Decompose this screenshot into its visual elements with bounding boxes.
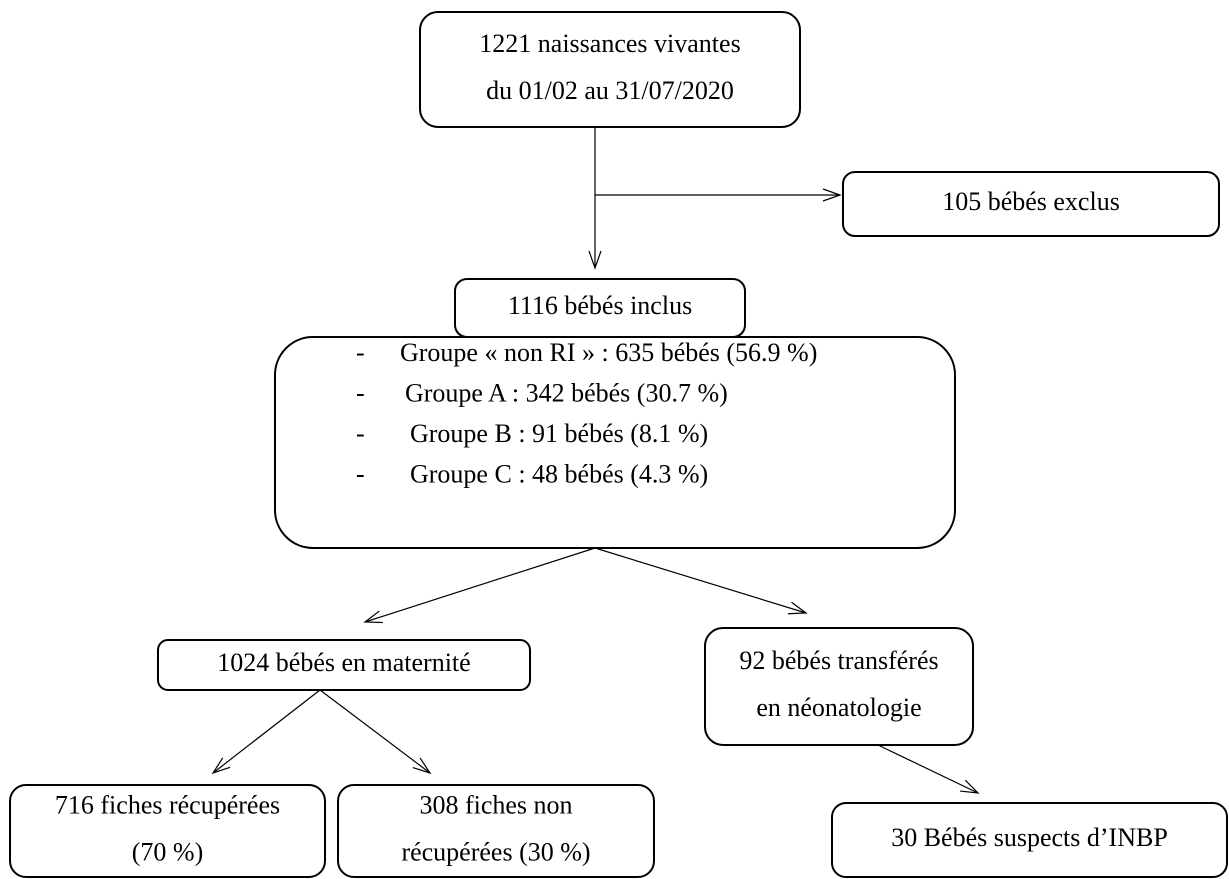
list-item: Groupe C : 48 bébés (4.3 %) <box>410 459 708 488</box>
node-label: 105 bébés exclus <box>942 187 1120 216</box>
node-label: du 01/02 au 31/07/2020 <box>486 76 734 105</box>
node: 105 bébés exclus <box>842 171 1220 237</box>
node-box <box>831 802 1228 878</box>
arrow <box>363 547 596 624</box>
list-bullet: - <box>356 459 365 488</box>
node-box <box>842 171 1220 237</box>
node: 1116 bébés inclus <box>454 278 746 338</box>
node-label: en néonatologie <box>756 693 921 722</box>
arrows <box>211 127 980 794</box>
node-label: 1221 naissances vivantes <box>479 29 740 58</box>
node: 308 fiches non récupérées (30 %) <box>337 784 655 878</box>
node-label: 30 Bébés suspects d’INBP <box>891 823 1168 852</box>
node-box <box>704 627 974 746</box>
list-bullet: - <box>356 338 365 367</box>
node-label: 716 fiches récupérées <box>55 790 280 819</box>
node: 92 bébés transférés en néonatologie <box>704 627 974 746</box>
node-label: récupérées (30 %) <box>401 837 590 866</box>
arrow <box>877 744 980 794</box>
node-label: (70 %) <box>132 837 203 866</box>
node: 716 fiches récupérées (70 %) <box>9 784 326 878</box>
node-label: 308 fiches non <box>419 790 572 819</box>
node-box <box>9 784 326 878</box>
node: - Groupe « non RI » : 635 bébés (56.9 %) -… <box>274 336 956 549</box>
node-box <box>157 639 531 691</box>
node-label: 92 bébés transférés <box>739 646 938 675</box>
node: 1221 naissances vivantes du 01/02 au 31/0… <box>419 11 801 128</box>
arrow <box>594 547 808 615</box>
arrow <box>211 689 321 775</box>
list-bullet: - <box>356 378 365 407</box>
node: 30 Bébés suspects d’INBP <box>831 802 1228 878</box>
list-item: Groupe « non RI » : 635 bébés (56.9 %) <box>400 338 817 367</box>
node-box <box>274 336 956 549</box>
arrow <box>319 689 432 775</box>
node-label: 1116 bébés inclus <box>508 291 692 320</box>
node-box <box>419 11 801 128</box>
node: 1024 bébés en maternité <box>157 639 531 691</box>
list-item: Groupe A : 342 bébés (30.7 %) <box>405 378 728 407</box>
list-bullet: - <box>356 419 365 448</box>
node-label: 1024 bébés en maternité <box>217 648 470 677</box>
list-item: Groupe B : 91 bébés (8.1 %) <box>410 419 708 448</box>
node-box <box>337 784 655 878</box>
